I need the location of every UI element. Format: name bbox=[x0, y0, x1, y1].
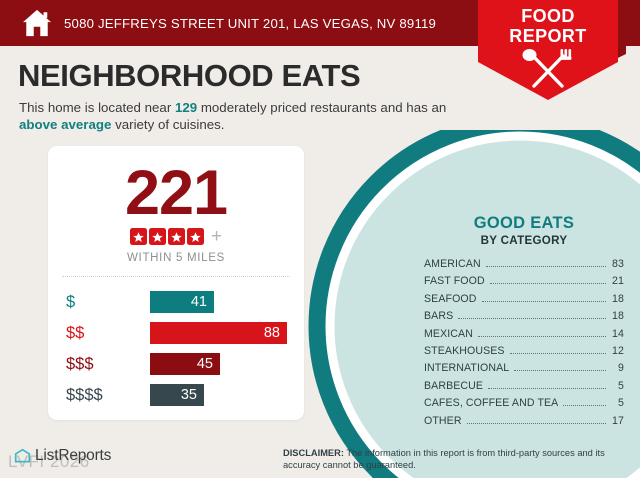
star-icon bbox=[129, 228, 147, 245]
restaurant-count: 129 bbox=[174, 100, 198, 115]
leader-dots bbox=[514, 369, 606, 372]
leader-dots bbox=[477, 335, 606, 337]
plus-icon: + bbox=[210, 226, 223, 247]
spoon-fork-icon bbox=[522, 49, 572, 88]
disclaimer-text: The information in this report is from t… bbox=[283, 448, 605, 470]
leader-dots bbox=[489, 282, 606, 285]
price-tier-row: $$ 88 bbox=[48, 317, 304, 348]
category-count: 18 bbox=[612, 292, 624, 305]
price-tier-chart: $41 $$ 88 $$$ 45 $$$$ 35 bbox=[48, 286, 304, 410]
disclaimer-label: DISCLAIMER: bbox=[283, 448, 344, 458]
good-eats-row: MEXICAN 14 bbox=[424, 328, 624, 345]
category-count: 12 bbox=[612, 344, 624, 357]
price-tier-value: 88 bbox=[263, 324, 280, 341]
page-title: NEIGHBORHOOD EATS bbox=[18, 58, 361, 93]
category-count: 5 bbox=[618, 397, 624, 410]
leader-dots bbox=[481, 300, 606, 302]
subtitle-part-1: This home is located near bbox=[19, 100, 175, 115]
restaurant-stats-card: 221 + WITHIN 5 MILES $41 $$ 88 $$$ 45 $$$$ 35 bbox=[48, 146, 304, 420]
variety-rating: above average bbox=[19, 116, 112, 132]
good-eats-row: BARS 18 bbox=[424, 310, 624, 327]
category-name: MEXICAN bbox=[424, 327, 473, 340]
subtitle-part-2: moderately priced restaurants and has an bbox=[197, 100, 447, 115]
price-tier-value: 41 bbox=[190, 293, 207, 310]
listreports-logo-text: ListReports bbox=[35, 447, 112, 464]
leader-dots bbox=[563, 404, 606, 407]
price-tier-row: $$$ 45 bbox=[48, 348, 304, 379]
good-eats-subtitle: BY CATEGORY bbox=[480, 234, 568, 247]
category-count: 83 bbox=[612, 258, 624, 270]
star-icon bbox=[186, 228, 204, 245]
good-eats-title: GOOD EATS bbox=[473, 214, 575, 232]
category-name: AMERICAN bbox=[424, 258, 481, 270]
category-count: 14 bbox=[612, 327, 624, 340]
category-count: 5 bbox=[618, 379, 624, 392]
category-name: OTHER bbox=[424, 414, 462, 427]
good-eats-row: CAFES, COFFEE AND TEA 5 bbox=[424, 397, 624, 414]
good-eats-list: AMERICAN 83 FAST FOOD 21 SEAFOOD 18 BARS 18 MEXI… bbox=[424, 258, 624, 432]
leader-dots bbox=[485, 265, 606, 267]
total-restaurants: 221 bbox=[124, 158, 228, 228]
star-icon bbox=[148, 228, 166, 245]
header-content: 5080 JEFFREYS STREET UNIT 201, LAS VEGAS… bbox=[22, 0, 436, 46]
category-count: 21 bbox=[612, 275, 624, 288]
leader-dots bbox=[458, 317, 606, 320]
category-name: FAST FOOD bbox=[424, 275, 485, 288]
leader-dots bbox=[509, 352, 606, 354]
page-subtitle: This home is located near 129 moderately… bbox=[19, 100, 459, 133]
star-icon bbox=[167, 228, 185, 245]
price-tier-bar: 41 bbox=[150, 290, 214, 313]
price-tier-row: $41 bbox=[48, 286, 304, 317]
price-tier-label: $$$$ bbox=[66, 385, 103, 404]
category-name: STEAKHOUSES bbox=[424, 344, 505, 357]
leader-dots bbox=[466, 422, 606, 424]
good-eats-row: AMERICAN 83 bbox=[424, 258, 624, 275]
food-report-badge bbox=[478, 0, 618, 100]
leader-dots bbox=[488, 387, 606, 389]
listreports-logo[interactable]: ListReports bbox=[14, 447, 111, 465]
price-tier-bar: 45 bbox=[150, 352, 220, 375]
good-eats-row: INTERNATIONAL 9 bbox=[424, 362, 624, 379]
listreports-house-icon bbox=[14, 448, 31, 462]
price-tier-value: 35 bbox=[180, 386, 197, 403]
star-rating: + bbox=[48, 226, 304, 247]
good-eats-row: BARBECUE 5 bbox=[424, 380, 624, 397]
category-name: BARS bbox=[424, 310, 454, 323]
subtitle-part-3: variety of cuisines. bbox=[111, 116, 225, 132]
disclaimer: DISCLAIMER: The information in this repo… bbox=[283, 448, 631, 471]
price-tier-value: 45 bbox=[196, 355, 213, 372]
category-name: SEAFOOD bbox=[424, 292, 477, 305]
price-tier-label: $ bbox=[66, 292, 76, 311]
price-tier-label: $$ bbox=[66, 323, 85, 342]
house-icon bbox=[23, 9, 51, 37]
good-eats-row: STEAKHOUSES 12 bbox=[424, 345, 624, 362]
watermark: LVFI 2026 bbox=[8, 452, 90, 471]
category-count: 9 bbox=[618, 362, 624, 375]
price-tier-row: $$$$ 35 bbox=[48, 379, 304, 410]
price-tier-label: $$$ bbox=[66, 354, 94, 373]
good-eats-row: OTHER 17 bbox=[424, 415, 624, 432]
good-eats-row: FAST FOOD 21 bbox=[424, 275, 624, 292]
price-tier-bar: 35 bbox=[150, 383, 204, 406]
category-name: INTERNATIONAL bbox=[424, 362, 510, 375]
price-tier-bar: 88 bbox=[150, 321, 287, 344]
category-count: 18 bbox=[612, 310, 624, 323]
category-name: BARBECUE bbox=[424, 379, 484, 392]
teal-circle-graphic bbox=[308, 130, 640, 478]
radius-label: WITHIN 5 MILES bbox=[127, 252, 225, 264]
good-eats-panel: GOOD EATS BY CATEGORY AMERICAN 83 FAST FOO… bbox=[424, 214, 624, 432]
property-address: 5080 JEFFREYS STREET UNIT 201, LAS VEGAS… bbox=[64, 15, 437, 31]
category-count: 17 bbox=[612, 414, 624, 427]
card-divider bbox=[62, 276, 290, 277]
category-name: CAFES, COFFEE AND TEA bbox=[424, 397, 559, 410]
good-eats-row: SEAFOOD 18 bbox=[424, 293, 624, 310]
